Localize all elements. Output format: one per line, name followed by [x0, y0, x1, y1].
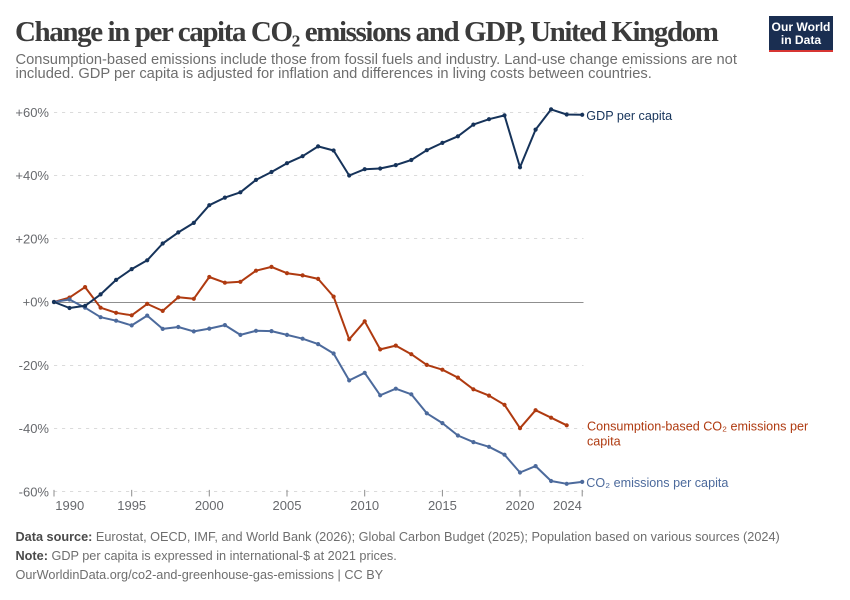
- svg-text:1990: 1990: [55, 498, 84, 513]
- svg-text:2024: 2024: [553, 498, 582, 513]
- svg-text:2005: 2005: [273, 498, 302, 513]
- svg-text:-20%: -20%: [19, 358, 50, 373]
- svg-text:2015: 2015: [428, 498, 457, 513]
- svg-text:+60%: +60%: [15, 105, 49, 120]
- svg-text:CO₂ emissions per capita: CO₂ emissions per capita: [586, 476, 728, 490]
- svg-text:Consumption-based CO₂ emission: Consumption-based CO₂ emissions per: [587, 420, 808, 434]
- svg-text:+40%: +40%: [15, 168, 49, 183]
- svg-text:-40%: -40%: [19, 421, 50, 436]
- svg-text:-60%: -60%: [19, 484, 50, 499]
- svg-text:+20%: +20%: [15, 231, 49, 246]
- svg-text:2000: 2000: [195, 498, 224, 513]
- svg-text:2020: 2020: [506, 498, 535, 513]
- svg-text:2010: 2010: [350, 498, 379, 513]
- svg-text:1995: 1995: [117, 498, 146, 513]
- svg-text:capita: capita: [587, 434, 621, 448]
- svg-text:GDP per capita: GDP per capita: [586, 109, 672, 123]
- svg-text:+0%: +0%: [23, 295, 50, 310]
